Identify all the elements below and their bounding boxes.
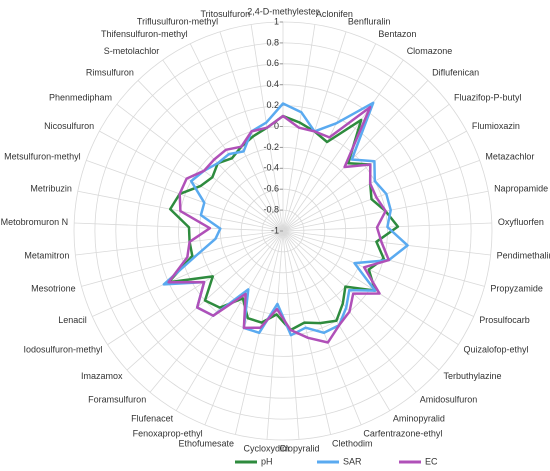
r-tick-label: 0.4 — [266, 79, 279, 89]
category-label: Aclonifen — [316, 9, 353, 19]
r-tick-label: 0.8 — [266, 37, 279, 47]
category-label: Napropamide — [494, 184, 548, 194]
legend-label: EC — [425, 456, 438, 466]
category-label: Imazamox — [81, 371, 123, 381]
r-tick-label: -1 — [271, 225, 279, 235]
category-label: Metribuzin — [30, 184, 72, 194]
r-tick-label: 1 — [274, 16, 279, 26]
spoke — [282, 230, 459, 345]
category-label: Metobromuron N — [1, 217, 69, 227]
spoke — [137, 80, 284, 232]
category-label: Pendimethalin — [497, 250, 550, 260]
spoke — [282, 230, 362, 425]
category-label: Flumioxazin — [472, 121, 520, 131]
spoke — [266, 230, 284, 440]
category-label: Flufenacet — [131, 414, 174, 424]
category-label: Clomazone — [407, 46, 453, 56]
spoke — [189, 43, 284, 232]
category-label: Metsulfuron-methyl — [4, 151, 81, 161]
category-label: 2,4-D-methylester — [247, 6, 319, 16]
category-label: Ethofumesate — [178, 439, 234, 449]
category-label: Metazachlor — [485, 151, 534, 161]
category-label: Triflusulfuron-methyl — [137, 17, 218, 27]
category-label: Cycloxydim — [244, 444, 290, 454]
category-label: Quizalofop-ethyl — [463, 344, 528, 354]
spoke — [282, 230, 440, 371]
category-label: Clopyralid — [279, 444, 319, 454]
category-label: Lenacil — [58, 315, 87, 325]
series-line — [167, 105, 391, 344]
spoke — [74, 222, 284, 232]
r-tick-label: -0.8 — [263, 204, 279, 214]
spoke — [116, 103, 284, 232]
legend-label: pH — [261, 456, 273, 466]
category-label: Prosulfocarb — [479, 315, 530, 325]
spoke — [149, 230, 284, 393]
category-label: Rimsulfuron — [86, 68, 134, 78]
legend-label: SAR — [343, 456, 362, 466]
spoke — [81, 230, 284, 287]
category-label: Tritosulfuron — [200, 9, 250, 19]
spoke — [282, 230, 491, 256]
r-tick-label: 0 — [274, 121, 279, 131]
spoke — [75, 230, 284, 256]
category-label: Foramsulfuron — [88, 394, 146, 404]
category-label: Carfentrazone-ethyl — [363, 428, 442, 438]
category-label: Iodosulfuron-methyl — [23, 344, 102, 354]
r-tick-label: -0.2 — [263, 142, 279, 152]
spoke — [92, 230, 284, 317]
category-label: Diflufenican — [432, 68, 479, 78]
category-label: Fluazifop-P-butyl — [454, 93, 522, 103]
category-label: Fenoxaprop-ethyl — [133, 428, 203, 438]
category-label: Nicosulfuron — [44, 121, 94, 131]
category-label: Terbuthylazine — [444, 371, 502, 381]
r-tick-label: -0.4 — [263, 163, 279, 173]
category-label: S-metolachlor — [104, 46, 160, 56]
category-label: Aminopyralid — [393, 414, 445, 424]
category-label: Oxyfluorfen — [498, 217, 544, 227]
spoke — [282, 59, 404, 232]
spoke — [282, 159, 480, 232]
spoke — [175, 230, 284, 411]
category-label: Clethodim — [332, 439, 373, 449]
spoke — [282, 230, 332, 435]
spoke — [282, 103, 450, 232]
spoke — [162, 59, 284, 232]
category-label: Amidosulfuron — [420, 394, 478, 404]
r-tick-label: -0.6 — [263, 184, 279, 194]
category-label: Thifensulfuron-methyl — [101, 29, 188, 39]
spoke — [282, 230, 474, 317]
spoke — [282, 80, 429, 232]
r-tick-label: 0.2 — [266, 100, 279, 110]
spoke — [86, 159, 284, 232]
category-label: Propyzamide — [490, 283, 543, 293]
category-label: Bentazon — [378, 29, 416, 39]
spoke — [107, 230, 284, 345]
category-label: Phenmedipham — [49, 93, 112, 103]
r-tick-label: 0.6 — [266, 58, 279, 68]
category-label: Benfluralin — [348, 17, 391, 27]
category-label: Metamitron — [24, 250, 69, 260]
category-label: Mesotrione — [31, 283, 76, 293]
